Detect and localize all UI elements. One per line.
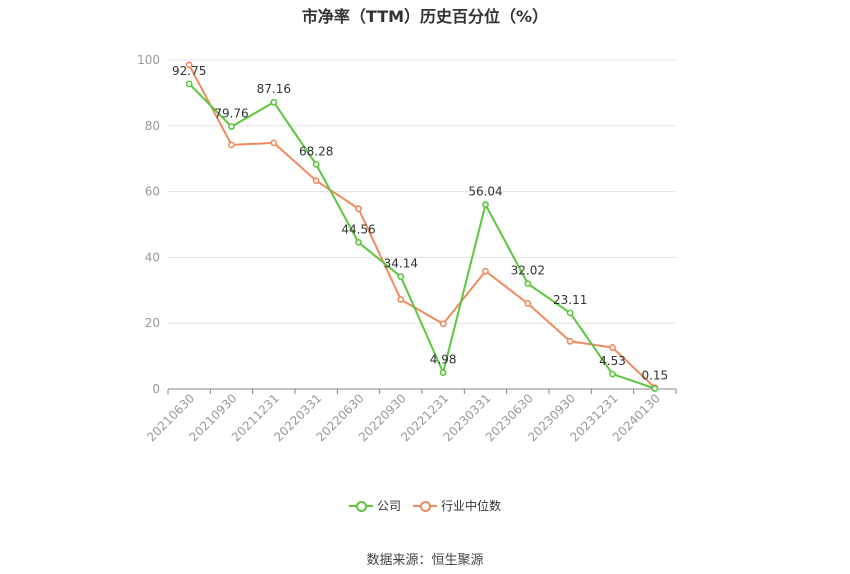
- data-label: 4.53: [599, 354, 626, 368]
- data-point: [270, 98, 278, 106]
- data-point: [312, 160, 320, 168]
- data-point: [566, 337, 574, 345]
- data-point: [185, 61, 193, 69]
- data-point: [355, 238, 362, 246]
- chart-title: 市净率（TTM）历史百分位（%）: [301, 7, 549, 26]
- data-point: [312, 177, 320, 185]
- y-tick-label: 0: [152, 382, 160, 396]
- data-label: 32.02: [511, 264, 545, 278]
- y-tick-label: 20: [145, 316, 160, 330]
- data-point: [355, 205, 362, 213]
- data-label: 87.16: [257, 82, 291, 96]
- data-point: [270, 139, 278, 147]
- legend-item-industry-median[interactable]: 行业中位数: [413, 497, 501, 514]
- data-point: [185, 80, 193, 88]
- y-tick-label: 60: [145, 185, 160, 199]
- data-label: 79.76: [214, 107, 248, 121]
- data-point: [228, 123, 235, 130]
- legend-label-industry-median: 行业中位数: [441, 499, 502, 513]
- series-line-1: [188, 64, 656, 389]
- data-point: [524, 300, 532, 307]
- data-point: [651, 385, 659, 392]
- data-label: 56.04: [468, 185, 502, 199]
- source-note: 数据来源：恒生聚源: [366, 553, 484, 568]
- data-labels: 92.75 79.76 87.16 68.28 44.56 34.14 4.98 56.04 3…: [172, 64, 668, 383]
- data-point: [439, 369, 447, 377]
- data-point: [566, 309, 574, 317]
- data-point: [482, 201, 489, 209]
- x-tick-labels: 2021063020210930202112312022033120220630…: [144, 391, 663, 444]
- data-point: [609, 344, 616, 351]
- data-point: [439, 320, 447, 328]
- data-label: 92.75: [172, 64, 206, 78]
- data-point: [524, 280, 532, 288]
- y-tick-label: 80: [145, 119, 160, 133]
- data-label: 4.98: [430, 353, 457, 367]
- data-point: [397, 296, 405, 303]
- series-line-0: [188, 83, 656, 390]
- series-group: [185, 61, 659, 392]
- data-label: 0.15: [641, 369, 668, 383]
- data-point: [482, 267, 489, 275]
- data-point: [397, 273, 405, 281]
- legend-item-company[interactable]: 公司: [348, 497, 401, 514]
- legend-swatch-industry-median: [413, 500, 437, 512]
- legend-swatch-company: [348, 500, 373, 512]
- y-tick-labels: 0 20 40 60 80 100: [137, 53, 160, 396]
- y-tick-label: 40: [145, 250, 160, 264]
- data-label: 34.14: [384, 257, 418, 271]
- legend-label-company: 公司: [376, 499, 401, 513]
- data-label: 44.56: [341, 222, 375, 236]
- y-tick-label: 100: [137, 53, 160, 67]
- data-point: [609, 370, 616, 378]
- data-label: 23.11: [553, 293, 587, 307]
- data-label: 68.28: [299, 144, 333, 158]
- data-point: [228, 141, 235, 149]
- legend: 公司 行业中位数: [0, 497, 850, 514]
